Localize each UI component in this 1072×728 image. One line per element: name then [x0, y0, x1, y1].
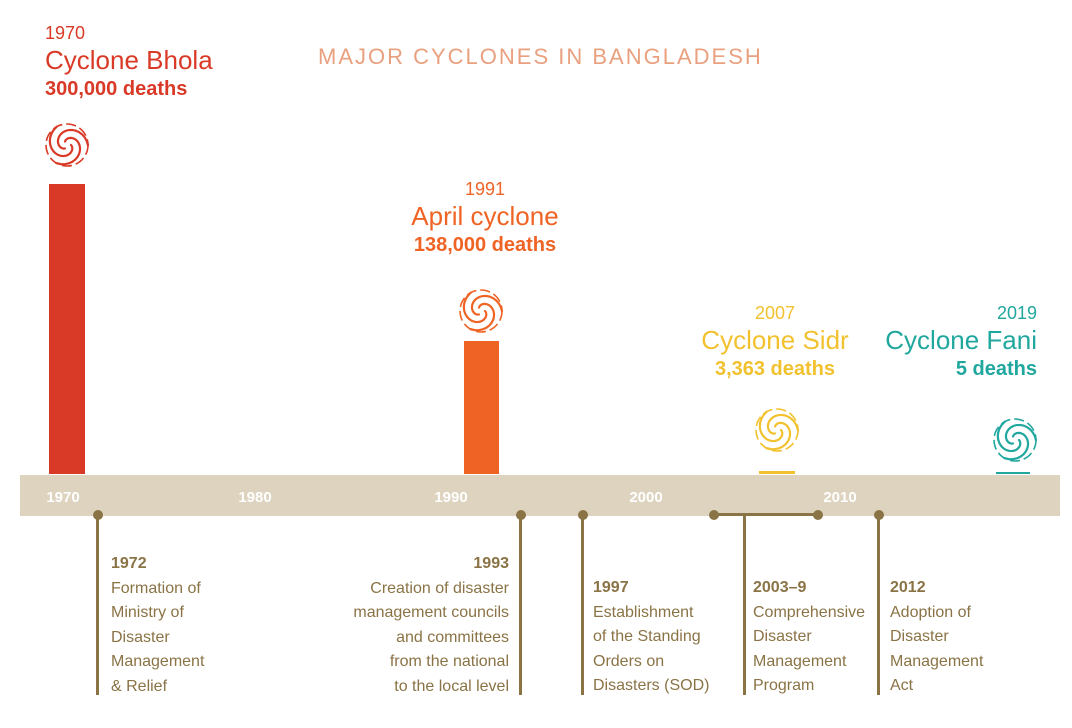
- milestone-dot: [515, 510, 526, 520]
- cyclone-spiral-icon: [993, 418, 1038, 462]
- milestone-2012: 2012 Adoption of Disaster Management Act: [890, 576, 983, 699]
- event-label-1970: 1970 Cyclone Bhola 300,000 deaths: [45, 22, 213, 102]
- x-tick-label: 2010: [823, 489, 857, 506]
- milestone-text: & Relief: [111, 677, 168, 695]
- x-tick-label: 1990: [434, 489, 468, 506]
- milestone-year: 1972: [111, 555, 147, 572]
- event-deaths: 300,000 deaths: [45, 78, 188, 100]
- milestone-text: Comprehensive: [753, 603, 866, 621]
- milestone-text: Management: [753, 652, 847, 670]
- milestone-text: Management: [890, 652, 984, 670]
- event-name: Cyclone Sidr: [701, 325, 849, 355]
- milestone-dot: [577, 510, 588, 520]
- milestone-dot: [709, 510, 719, 520]
- milestone-text: management councils: [353, 604, 509, 621]
- milestone-text: Management: [111, 653, 205, 670]
- milestone-text: Formation of: [111, 579, 201, 597]
- event-year: 2019: [996, 303, 1037, 323]
- milestone-text: Creation of disaster: [370, 579, 509, 597]
- death-bar-1970: [49, 184, 85, 474]
- milestone-dot: [92, 510, 103, 520]
- milestone-2003-9: 2003–9 Comprehensive Disaster Management…: [753, 576, 865, 699]
- event-deaths: 138,000 deaths: [413, 234, 557, 256]
- milestone-text: Establishment: [593, 603, 694, 621]
- event-year: 2007: [754, 303, 796, 323]
- milestone-text: Disaster: [111, 628, 170, 646]
- chart-title: MAJOR CYCLONES IN BANGLADESH: [318, 44, 763, 69]
- milestone-stem: [581, 515, 584, 695]
- milestone-1993: 1993 Creation of disaster management cou…: [353, 552, 509, 699]
- milestone-year: 2003–9: [753, 579, 807, 596]
- milestone-range-bracket: [714, 513, 818, 516]
- milestone-text: Ministry of: [111, 604, 184, 621]
- milestone-text: Adoption of: [890, 603, 971, 621]
- event-label-2019: 2019 Cyclone Fani 5 deaths: [885, 302, 1037, 382]
- milestone-text: to the local level: [394, 677, 509, 695]
- milestone-text: Disaster: [890, 628, 949, 645]
- cyclone-spiral-icon: [459, 289, 504, 333]
- event-label-2007: 2007 Cyclone Sidr 3,363 deaths: [701, 302, 848, 382]
- milestone-year: 1993: [473, 555, 509, 572]
- milestone-1997: 1997 Establishment of the Standing Order…: [593, 576, 709, 699]
- milestone-text: Program: [753, 677, 815, 694]
- death-bar-1991: [464, 340, 499, 474]
- milestone-text: Disasters (SOD): [593, 677, 710, 694]
- death-bar-2007: [759, 470, 795, 474]
- event-name: April cyclone: [411, 201, 559, 231]
- milestone-text: of the Standing: [593, 628, 701, 645]
- event-name: Cyclone Fani: [885, 325, 1037, 355]
- x-tick-label: 1970: [46, 489, 80, 506]
- milestone-text: Orders on: [593, 652, 665, 670]
- x-tick-label: 2000: [629, 489, 663, 506]
- event-deaths: 5 deaths: [955, 358, 1037, 380]
- milestone-dot: [813, 510, 823, 520]
- timeline-axis-band: [20, 475, 1060, 516]
- milestone-stem: [96, 515, 99, 695]
- event-label-1991: 1991 April cyclone 138,000 deaths: [411, 178, 558, 258]
- x-tick-label: 1980: [238, 489, 272, 506]
- milestone-dot: [873, 510, 884, 520]
- event-year: 1970: [45, 23, 86, 43]
- milestone-year: 2012: [890, 579, 926, 596]
- event-deaths: 3,363 deaths: [714, 358, 836, 380]
- death-bar-2019: [996, 472, 1030, 474]
- milestone-text: and committees: [396, 628, 509, 646]
- milestone-stem: [519, 515, 522, 695]
- milestone-text: Act: [890, 677, 914, 694]
- cyclone-spiral-icon: [755, 408, 800, 452]
- milestone-stem: [743, 515, 746, 695]
- cyclone-spiral-icon: [45, 123, 90, 167]
- milestone-1972: 1972 Formation of Ministry of Disaster M…: [111, 552, 204, 699]
- event-year: 1991: [464, 179, 506, 199]
- milestone-year: 1997: [593, 579, 629, 596]
- event-name: Cyclone Bhola: [45, 45, 213, 75]
- milestone-text: from the national: [389, 653, 509, 670]
- milestone-stem: [877, 515, 880, 695]
- milestone-text: Disaster: [753, 628, 812, 645]
